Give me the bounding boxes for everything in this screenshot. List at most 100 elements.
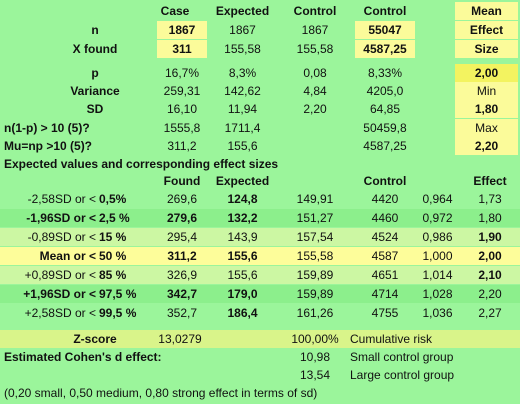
effect-value: 2,27	[478, 306, 502, 320]
col-header-effect: Effect	[473, 174, 507, 188]
mean-effect-value: 2,00	[455, 64, 518, 82]
effect-row: +0,89SD or < 85 % 326,9 155,6 159,89 465…	[0, 266, 520, 284]
effect-ratio: 1,014	[422, 268, 453, 282]
n-control-2: 55047	[355, 21, 415, 39]
sd-control-2: 64,85	[369, 102, 401, 116]
n1p-label: n(1-p) > 10 (5)?	[4, 121, 90, 135]
effect-expected: 179,0	[227, 287, 258, 301]
effect-control-1: 151,27	[296, 211, 334, 225]
zscore-row: Z-score 13,0279 100,00% Cumulative risk	[0, 330, 520, 348]
effect-value: 1,80	[478, 211, 502, 225]
min-effect-value: 1,80	[455, 100, 518, 118]
sd-label: SD	[86, 102, 104, 116]
effect-row: -1,96SD or < 2,5 % 279,6 132,2 151,27 44…	[0, 209, 520, 227]
xfound-expected: 155,58	[224, 42, 261, 56]
p-row: p 16,7% 8,3% 0,08 8,33% 2,00	[0, 64, 520, 82]
effect-row: -0,89SD or < 15 % 295,4 143,9 157,54 452…	[0, 228, 520, 246]
sd-row: SD 16,10 11,94 2,20 64,85 1,80	[0, 100, 520, 118]
sd-control-1: 2,20	[303, 102, 327, 116]
effect-sd-label: -2,58SD or <	[27, 192, 96, 206]
effects-header-row: Found Expected Control Effect	[0, 172, 520, 190]
effect-percent: 15 %	[99, 230, 127, 244]
xfound-case: 311	[157, 40, 207, 58]
sd-case: 16,10	[166, 102, 198, 116]
effect-sd-label: -0,89SD or <	[27, 230, 96, 244]
effect-sd-label: +1,96SD or <	[23, 287, 96, 301]
col-header-control-1: Control	[293, 4, 337, 18]
effect-control-2: 4460	[371, 211, 399, 225]
effect-expected: 155,6	[227, 268, 258, 282]
p-case: 16,7%	[164, 66, 200, 80]
effect-value: 2,10	[478, 268, 502, 282]
effect-value: 1,90	[478, 230, 502, 244]
sd-expected: 11,94	[227, 102, 258, 116]
cohen-large-desc: Large control group	[350, 368, 455, 382]
n-expected: 1867	[229, 23, 256, 37]
effect-expected: 143,9	[227, 230, 258, 244]
effect-control-1: 159,89	[296, 287, 334, 301]
xfound-label: X found	[72, 42, 118, 56]
variance-row: Variance 259,31 142,62 4,84 4205,0 Min	[0, 82, 520, 100]
effect-control-2: 4651	[371, 268, 399, 282]
effect-value: 1,73	[478, 192, 502, 206]
effect-expected: 132,2	[227, 211, 258, 225]
effect-percent: 0,5%	[99, 192, 127, 206]
effect-found: 311,2	[167, 249, 197, 263]
effect-control-1: 159,89	[296, 268, 334, 282]
n1p-case: 1555,8	[163, 121, 201, 135]
effect-percent: 50 %	[99, 249, 127, 263]
xfound-row: X found 311 155,58 155,58 4587,25 Size	[0, 40, 520, 58]
effect-row: +2,58SD or < 99,5 % 352,7 186,4 161,26 4…	[0, 304, 520, 322]
n1p-control-2: 50459,8	[363, 121, 407, 135]
effect-ratio: 1,036	[422, 306, 453, 320]
effect-sd-label: +2,58SD or <	[24, 306, 96, 320]
max-label: Max	[455, 119, 518, 137]
n1p-row: n(1-p) > 10 (5)? 1555,8 1711,4 50459,8 M…	[0, 119, 520, 137]
footnote: (0,20 small, 0,50 medium, 0,80 strong ef…	[4, 386, 318, 400]
munp-label: Mu=np >10 (5)?	[4, 139, 93, 153]
effect-found: 269,6	[166, 192, 198, 206]
section-title-row: Expected values and corresponding effect…	[0, 155, 520, 173]
p-control-1: 0,08	[303, 66, 327, 80]
p-label: p	[91, 66, 99, 80]
effect-percent: 97,5 %	[99, 287, 137, 301]
effect-ratio: 1,028	[422, 287, 453, 301]
effect-control-2: 4714	[371, 287, 399, 301]
effect-expected: 124,8	[227, 192, 258, 206]
p-control-2: 8,33%	[367, 66, 403, 80]
xfound-control-2: 4587,25	[355, 40, 415, 58]
munp-row: Mu=np >10 (5)? 311,2 155,6 4587,25 2,20	[0, 137, 520, 155]
n-row: n 1867 1867 1867 55047 Effect	[0, 21, 520, 39]
col-header-expected: Expected	[215, 4, 270, 18]
effect-row: Mean or < 50 % 311,2 155,6 155,58 4587 1…	[0, 247, 520, 265]
effect-ratio: 0,972	[422, 211, 453, 225]
effect-sd-label: -1,96SD or <	[26, 211, 96, 225]
effect-control-1: 157,54	[296, 230, 334, 244]
effect-expected: 155,6	[227, 249, 258, 263]
effect-control-2: 4755	[371, 306, 399, 320]
munp-control-2: 4587,25	[363, 139, 407, 153]
col-header-effects-expected: Expected	[215, 174, 270, 188]
cohen-label: Estimated Cohen's d effect:	[4, 350, 162, 364]
n-label: n	[91, 23, 99, 37]
zscore-label: Z-score	[73, 332, 117, 346]
zscore-value: 13,0279	[158, 332, 202, 346]
cohen-small-desc: Small control group	[350, 350, 454, 364]
variance-case: 259,31	[163, 84, 201, 98]
effect-found: 295,4	[166, 230, 198, 244]
variance-label: Variance	[70, 84, 120, 98]
col-header-found: Found	[163, 174, 201, 188]
effect-percent: 2,5 %	[99, 211, 130, 225]
effect-control-1: 149,91	[296, 192, 334, 206]
col-header-mean: Mean	[455, 2, 518, 20]
footnote-row: (0,20 small, 0,50 medium, 0,80 strong ef…	[0, 384, 520, 402]
p-expected: 8,3%	[228, 66, 257, 80]
effect-percent: 99,5 %	[99, 306, 137, 320]
effect-sd-label: Mean or <	[39, 249, 96, 263]
variance-control-1: 4,84	[303, 84, 327, 98]
effect-label: Effect	[455, 21, 518, 39]
variance-expected: 142,62	[224, 84, 261, 98]
n1p-expected: 1711,4	[224, 121, 261, 135]
max-effect-value: 2,20	[455, 137, 518, 155]
